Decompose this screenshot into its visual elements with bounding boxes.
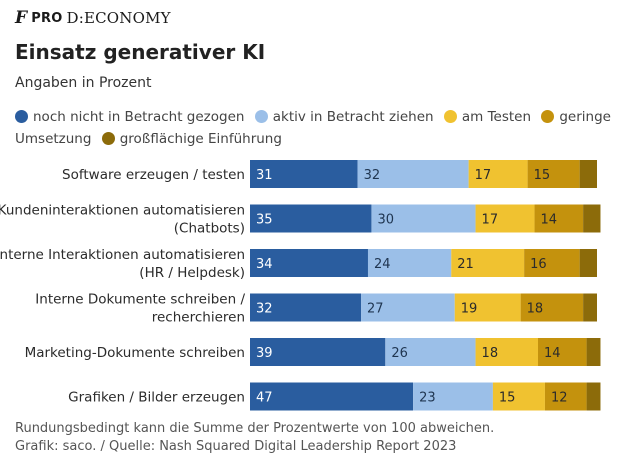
bar-segment	[385, 338, 476, 366]
data-label: 26	[391, 346, 408, 361]
bar-segment	[579, 249, 597, 277]
bar-segment	[468, 160, 528, 188]
data-label: 31	[256, 168, 273, 183]
category-label: Marketing-Dokumente schreiben	[25, 345, 245, 361]
data-label: 47	[256, 391, 273, 406]
bar-segment	[524, 249, 580, 277]
chart-title: Einsatz generativer KI	[15, 40, 266, 64]
bar-segment	[250, 338, 386, 366]
bar-segment	[583, 293, 597, 322]
category-label: Interne Dokumente schreiben / recherchier…	[35, 292, 245, 326]
category-label: Interne Interaktionen automatisieren (HR …	[0, 247, 245, 281]
data-label: 24	[374, 257, 391, 272]
legend-label: am Testen	[461, 109, 532, 125]
data-label: 32	[256, 302, 273, 317]
legend-label: noch nicht in Betracht gezogen	[33, 109, 245, 125]
data-label: 19	[461, 302, 478, 317]
data-label: 16	[530, 257, 547, 272]
data-label: 32	[364, 168, 381, 183]
bar-segment	[250, 204, 372, 233]
data-label: 30	[377, 213, 394, 228]
data-label: 15	[499, 391, 516, 406]
data-label: 17	[475, 168, 492, 183]
bar-segment	[367, 249, 452, 277]
chart-subtitle: Angaben in Prozent	[15, 75, 152, 91]
source-note: Grafik: saco. / Quelle: Nash Squared Dig…	[15, 439, 457, 454]
bar-segment	[579, 160, 597, 188]
data-label: 39	[256, 346, 273, 361]
brand-section-label: D:ECONOMY	[66, 9, 171, 27]
legend-label: großflächige Einführung	[119, 131, 282, 147]
data-label: 17	[482, 213, 499, 228]
legend-swatch-icon	[15, 110, 28, 123]
data-label: 35	[256, 213, 273, 228]
legend-label: geringe Umsetzung	[15, 109, 611, 147]
legend-swatch-icon	[254, 110, 268, 123]
data-label: 18	[527, 302, 544, 317]
bar-segment	[250, 382, 414, 411]
legend-item: großflächige Einführung	[101, 131, 282, 147]
bar-segment	[371, 204, 476, 233]
bar-segment	[250, 293, 362, 322]
bar-segment	[250, 160, 358, 188]
legend-item: aktiv in Betracht ziehen	[254, 109, 434, 125]
bar-segment	[492, 382, 545, 411]
bar-segment	[544, 382, 587, 411]
stacked-bar-chart: Software erzeugen / testen 31 32 17 15 Kunden…	[0, 160, 601, 411]
legend-item: am Testen	[443, 109, 532, 125]
bar-segment	[475, 204, 535, 233]
data-label: 27	[367, 302, 384, 317]
bar-segment	[475, 338, 539, 366]
bar-segment	[586, 382, 601, 411]
data-label: 34	[256, 257, 273, 272]
bar-segment	[250, 249, 368, 277]
data-label: 15	[534, 168, 551, 183]
bar-segment	[534, 204, 584, 233]
bar-segment	[454, 293, 521, 322]
bar-segment	[538, 338, 587, 366]
bar-segment	[527, 160, 580, 188]
data-label: 12	[551, 391, 568, 406]
legend-swatch-icon	[101, 132, 115, 145]
category-label: Kundeninteraktionen automatisieren (Chatb…	[0, 203, 245, 237]
legend-swatch-icon	[541, 110, 555, 123]
data-label: 21	[457, 257, 474, 272]
bar-segment	[586, 338, 601, 366]
chart-legend: noch nicht in Betracht gezogen aktiv in …	[15, 106, 615, 150]
brand-logo: F PRO D:ECONOMY	[15, 8, 171, 28]
category-label: Grafiken / Bilder erzeugen	[68, 390, 245, 406]
data-label: 14	[541, 213, 558, 228]
brand-pro-label: PRO	[31, 10, 63, 26]
category-label: Software erzeugen / testen	[62, 167, 245, 183]
legend-item: noch nicht in Betracht gezogen	[15, 109, 244, 125]
footnote: Rundungsbedingt kann die Summe der Proze…	[15, 421, 495, 436]
bar-segment	[451, 249, 525, 277]
bar-segment	[583, 204, 601, 233]
bar-segment	[357, 160, 469, 188]
legend-swatch-icon	[443, 110, 457, 123]
legend-label: aktiv in Betracht ziehen	[272, 109, 434, 125]
legend-item: geringe Umsetzung	[15, 109, 611, 147]
bar-segment	[520, 293, 584, 322]
data-label: 18	[482, 346, 499, 361]
bar-segment	[413, 382, 493, 411]
bar-segment	[361, 293, 455, 322]
faz-logo-icon: F	[15, 8, 28, 28]
data-label: 14	[544, 346, 561, 361]
data-label: 23	[419, 391, 436, 406]
